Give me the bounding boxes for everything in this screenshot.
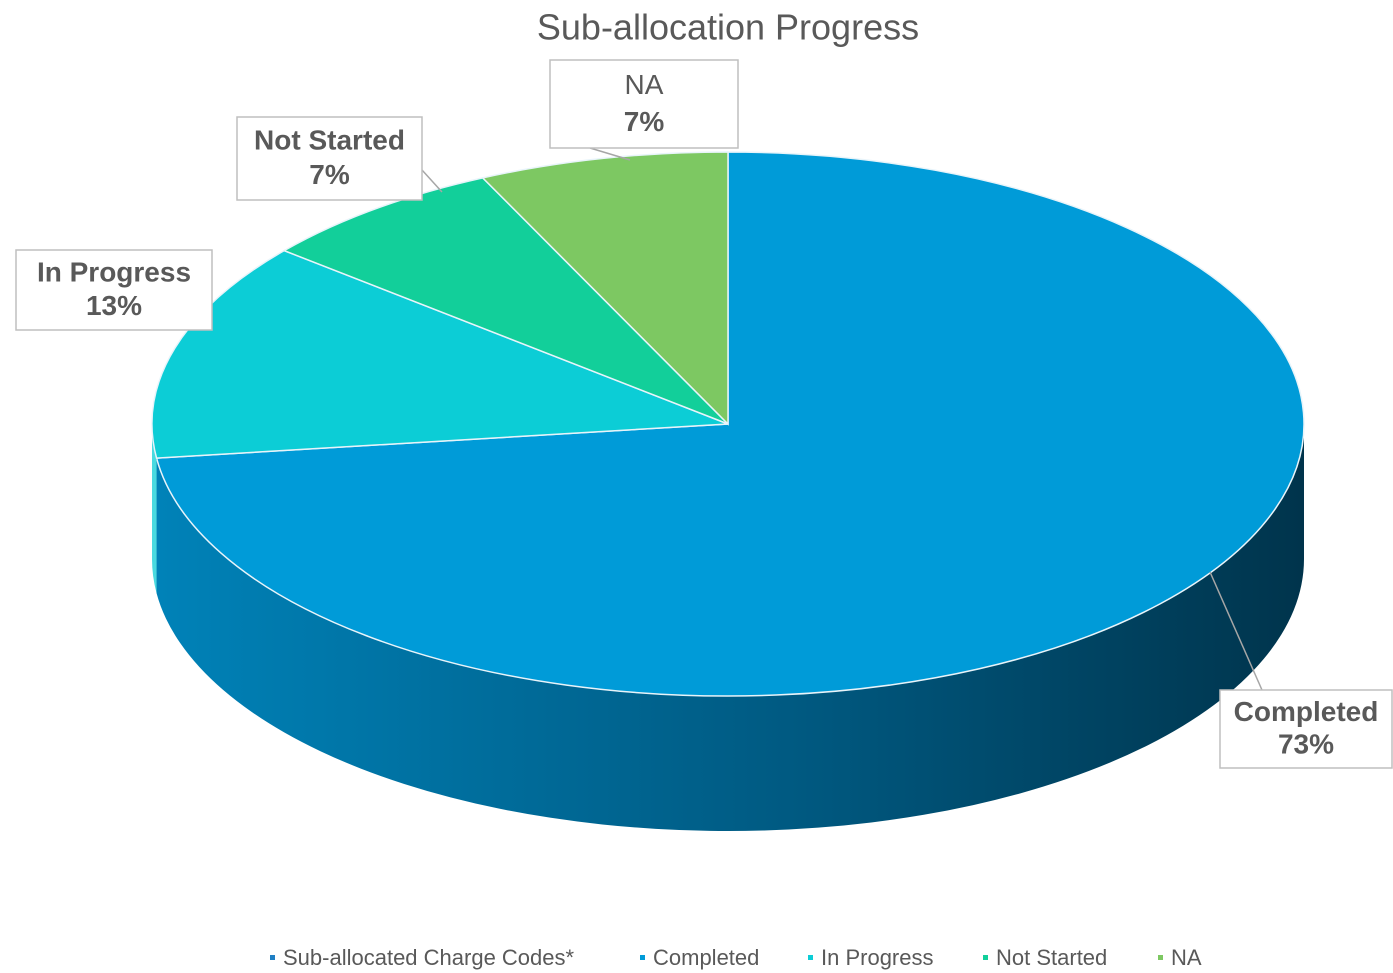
label-box (236, 116, 423, 201)
legend-marker (640, 955, 645, 960)
slice-top (151, 249, 729, 459)
label-box (549, 59, 739, 149)
legend-label: Not Started (996, 945, 1107, 970)
slice-top (155, 151, 1305, 697)
slice-top (282, 177, 729, 425)
chart-title: Sub-allocation Progress (537, 7, 919, 48)
slice (481, 151, 729, 426)
slice-top (481, 151, 729, 426)
slice-value: 73% (1278, 729, 1334, 760)
legend-marker (808, 955, 813, 960)
slice-side (152, 424, 157, 594)
slice-side (156, 424, 1304, 832)
legend-label: In Progress (821, 945, 934, 970)
slice-name: Not Started (254, 124, 405, 155)
slice-value: 7% (624, 106, 665, 137)
slice-name: In Progress (37, 256, 191, 287)
legend-label: Sub-allocated Charge Codes* (283, 945, 575, 970)
legend-label: Completed (653, 945, 759, 970)
leader-line (589, 147, 631, 161)
legend-marker (983, 955, 988, 960)
legend-marker (1158, 955, 1163, 960)
leader-line (421, 169, 443, 193)
label-box (15, 249, 213, 331)
label-box (1219, 689, 1393, 769)
slice-name: Completed (1234, 696, 1379, 727)
legend-label: NA (1171, 945, 1202, 970)
slice (282, 177, 729, 425)
slice-value: 13% (86, 290, 142, 321)
slice-value: 7% (309, 159, 350, 190)
leader-line (1209, 571, 1263, 691)
slice (151, 249, 729, 594)
slice-name: NA (625, 69, 664, 100)
slice (155, 151, 1305, 832)
legend-marker (270, 955, 275, 960)
